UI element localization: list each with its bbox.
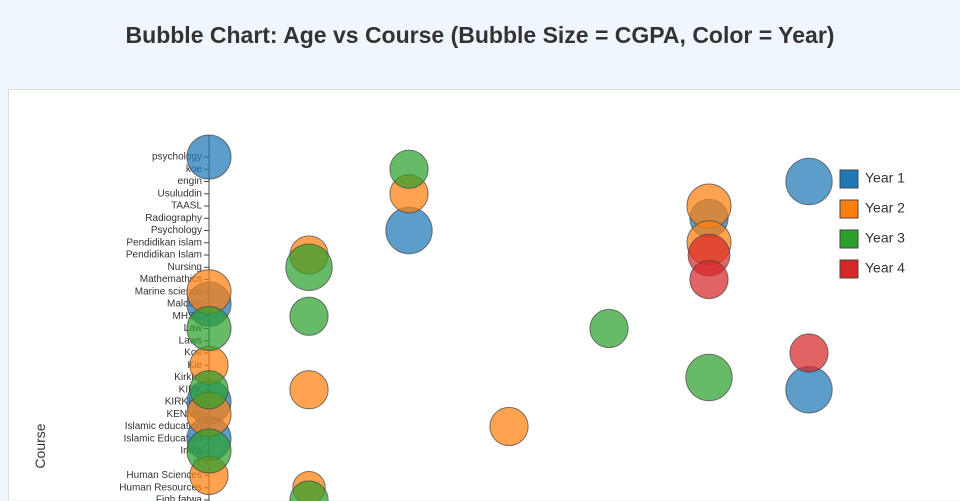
y-tick-label: Fiqh fatwa [156,495,203,501]
legend-swatch [839,169,859,189]
y-tick-label: Usuluddin [158,188,202,199]
bubble [389,149,429,189]
legend-label: Year 4 [865,260,905,276]
bubble [685,353,733,402]
chart-panel: Course psychologykoeenginUsuluddinTAASLR… [8,89,960,501]
y-tick-label: KIRKHS [165,397,203,408]
y-tick-label: Nursing [168,262,202,273]
bubble [189,370,229,410]
y-axis-title: Course [32,423,48,468]
y-tick-label: Marine science [135,286,203,297]
y-tick-label: Mathemathics [140,274,202,285]
y-tick-label: Pendidikan islam [126,237,202,248]
legend-swatch [839,259,859,279]
bubble [689,259,729,300]
bubble [589,308,629,349]
y-tick-label: Radiography [145,213,202,224]
y-tick-label: psychology [152,152,202,163]
bubble [385,206,433,255]
y-tick-label: TAASL [171,201,202,212]
bubble [289,296,329,336]
y-tick-label: Psychology [151,225,202,236]
header: Bubble Chart: Age vs Course (Bubble Size… [0,0,960,88]
bubble [789,333,829,373]
y-tick-label: Kirkhs [174,372,202,383]
y-tick-label: Koe [184,348,202,359]
chart: Course psychologykoeenginUsuluddinTAASLR… [32,134,905,501]
bubble [489,406,529,447]
y-tick-label: MHSC [173,311,202,322]
bubble [186,305,232,352]
bubble [289,370,329,410]
y-tick-label: Human Sciences [126,470,202,481]
y-tick-label: Malcom [167,299,202,310]
bubble [785,157,833,206]
legend-label: Year 3 [865,230,905,246]
y-tick-label: Human Resources [119,482,202,493]
bubble [785,366,833,414]
bubble [186,134,232,180]
legend-swatch [839,229,859,249]
y-tick-label: engin [178,176,202,187]
chart-title: Bubble Chart: Age vs Course (Bubble Size… [125,22,835,48]
y-tick-label: Pendidikan Islam [126,250,202,261]
legend-label: Year 1 [865,170,905,186]
y-tick-label: Islamic education [125,421,202,432]
y-tick-label: Islamic Education [124,433,202,444]
legend-label: Year 2 [865,200,905,216]
legend-swatch [839,199,859,219]
y-tick-label: KENMS [166,409,202,420]
bubble [285,243,333,291]
bubble [186,428,232,474]
